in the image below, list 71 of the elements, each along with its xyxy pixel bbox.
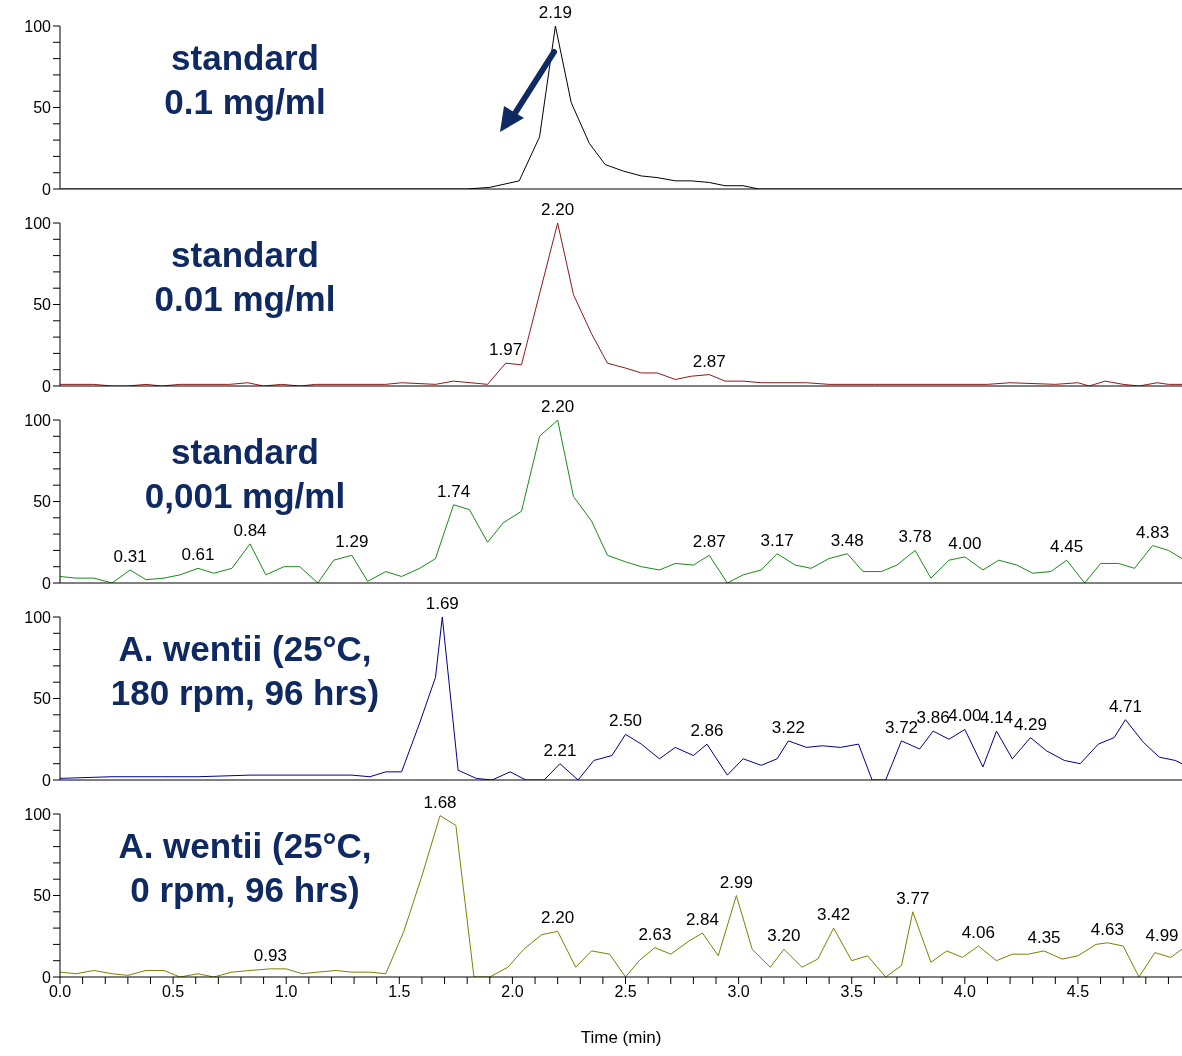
text: A. wentii (25°C, 0 rpm, 96 hrs) <box>117 825 373 911</box>
annotation: 3.20 <box>767 926 801 946</box>
annotation: 1.74 <box>437 481 471 501</box>
x-tick-label: 4.0 <box>953 983 977 1001</box>
annotation: 4.00 <box>948 533 982 553</box>
y-tick-label: 0 <box>42 574 52 592</box>
text: A. wentii (25°C, 180 rpm, 96 hrs) <box>109 628 381 714</box>
annotation: 4.14 <box>979 708 1014 728</box>
annotation: 2.50 <box>608 711 643 731</box>
x-tick-label: 0.5 <box>161 983 185 1001</box>
x-tick-label: 3.0 <box>727 983 750 1001</box>
y-tick-label: 0 <box>42 968 52 986</box>
y-tick-label: 50 <box>33 296 52 314</box>
text: standard 0.1 mg/ml <box>163 37 327 123</box>
annotation: 2.99 <box>719 872 753 892</box>
annotation: 4.99 <box>1145 926 1179 946</box>
annotation: 2.63 <box>638 924 672 944</box>
annotation: 3.86 <box>916 708 950 728</box>
annotation: 2.20 <box>541 200 575 219</box>
text: standard 0.01 mg/ml <box>153 234 337 320</box>
annotation: 4.06 <box>961 923 995 943</box>
x-axis-title: Time (min) <box>580 1028 662 1047</box>
y-tick-label: 100 <box>24 214 52 232</box>
y-tick-label: 100 <box>24 17 52 35</box>
annotation: 2.87 <box>692 351 726 371</box>
annotation: 4.35 <box>1027 927 1061 947</box>
annotation: 2.87 <box>692 532 726 552</box>
y-tick-label: 0 <box>42 180 52 198</box>
y-tick-label: 100 <box>24 608 52 626</box>
x-tick-label: 1.5 <box>388 983 411 1001</box>
y-tick-label: 0 <box>42 771 52 789</box>
annotation: 0.61 <box>181 545 215 565</box>
y-tick-label: 50 <box>33 493 52 511</box>
annotation: 4.63 <box>1090 919 1124 939</box>
annotation: 3.17 <box>760 530 794 550</box>
y-tick-label: 0 <box>42 377 52 395</box>
annotation: 0.84 <box>233 520 267 540</box>
y-tick-label: 50 <box>33 690 52 708</box>
x-tick-label: 2.0 <box>501 983 524 1001</box>
y-tick-label: 100 <box>24 805 52 823</box>
annotation: 2.19 <box>538 3 572 22</box>
annotation: 4.29 <box>1013 714 1047 734</box>
text: standard 0,001 mg/ml <box>143 431 347 517</box>
annotation: 4.83 <box>1136 522 1170 542</box>
annotation: 3.22 <box>771 717 805 737</box>
annotation: 2.86 <box>690 721 724 741</box>
x-tick-label: 3.5 <box>840 983 863 1001</box>
annotation: 2.20 <box>541 908 575 928</box>
annotation: 3.42 <box>817 905 851 925</box>
x-tick-label: 4.5 <box>1066 983 1090 1001</box>
annotation: 0.93 <box>253 945 287 965</box>
annotation: 0.31 <box>113 546 147 566</box>
annotation: 1.69 <box>425 594 459 613</box>
annotation: 2.84 <box>685 909 719 929</box>
y-tick-label: 50 <box>33 887 52 905</box>
y-tick-label: 50 <box>33 99 52 117</box>
annotation: 2.21 <box>543 740 577 760</box>
y-tick-label: 100 <box>24 411 52 429</box>
annotation: 4.00 <box>948 706 982 726</box>
annotation: 1.68 <box>423 792 457 812</box>
annotation: 1.97 <box>489 340 523 360</box>
annotation: 4.71 <box>1108 696 1142 716</box>
x-tick-label: 2.5 <box>614 983 637 1001</box>
x-tick-label: 0.0 <box>48 983 72 1001</box>
annotation: 3.48 <box>830 530 864 550</box>
x-tick-label: 1.0 <box>275 983 298 1001</box>
annotation: 1.29 <box>335 532 369 552</box>
annotation: 2.20 <box>541 397 575 416</box>
annotation: 4.45 <box>1050 537 1084 557</box>
annotation: 3.78 <box>898 527 932 547</box>
annotation: 3.77 <box>896 888 930 908</box>
